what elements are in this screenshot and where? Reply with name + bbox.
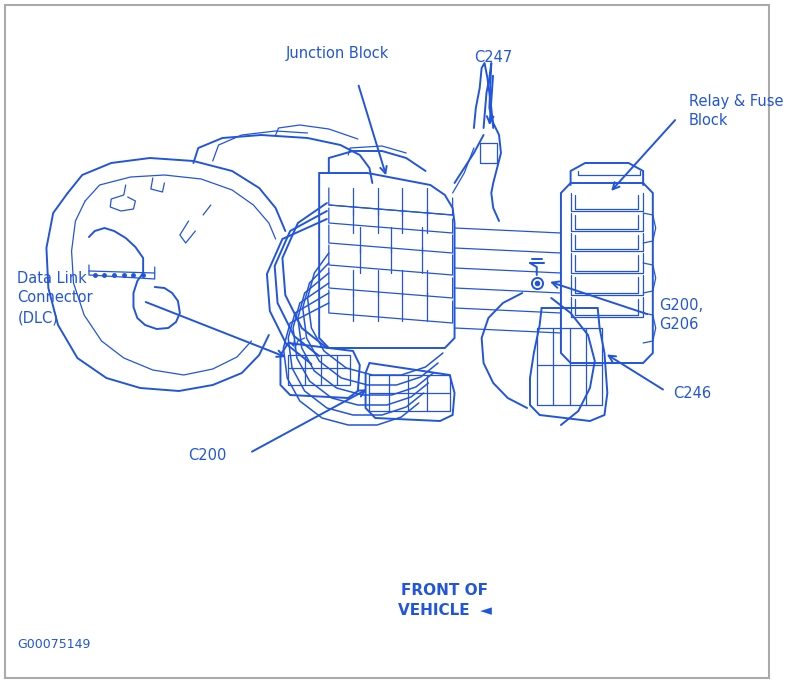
Text: Data Link
Connector
(DLC): Data Link Connector (DLC) (18, 270, 93, 325)
Text: Relay & Fuse
Block: Relay & Fuse Block (689, 94, 783, 128)
Text: Junction Block: Junction Block (286, 46, 389, 61)
Text: FRONT OF
VEHICLE  ◄: FRONT OF VEHICLE ◄ (398, 583, 492, 618)
Text: C247: C247 (474, 50, 512, 65)
Text: C200: C200 (189, 447, 227, 462)
Text: G200,
G206: G200, G206 (659, 298, 704, 333)
Text: G00075149: G00075149 (18, 639, 90, 652)
Text: C246: C246 (673, 385, 711, 400)
